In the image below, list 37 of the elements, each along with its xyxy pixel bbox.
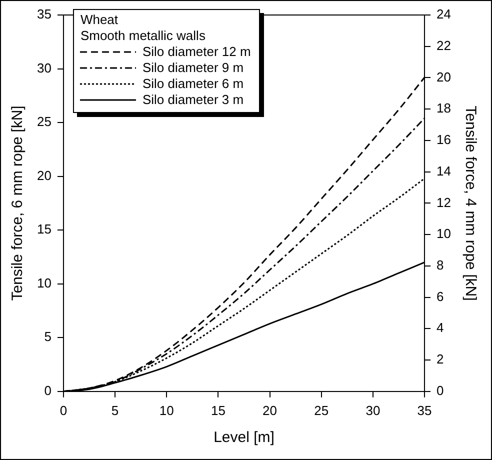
y2-tick-label: 16 [436,132,452,148]
y-tick-label: 10 [36,275,52,290]
y2-tick-label: 20 [436,69,452,84]
y2-tick-label: 8 [436,258,444,273]
legend-label: Silo diameter 3 m [142,92,244,108]
y-tick-label: 0 [44,382,52,398]
x-tick-label: 35 [417,402,432,418]
y-tick-label: 20 [36,168,52,183]
y2-tick-label: 24 [436,6,452,22]
legend-title: Wheat Smooth metallic walls [80,12,206,44]
legend-label: Silo diameter 9 m [142,60,244,76]
y2-tick-label: 0 [436,382,444,398]
legend-label: Silo diameter 6 m [142,76,244,92]
x-tick-label: 25 [314,402,329,418]
y2-tick-label: 10 [436,226,452,242]
y2-tick-label: 4 [436,320,444,336]
x-tick-label: 0 [60,402,68,418]
legend-label: Silo diameter 12 m [142,44,251,60]
y-tick-label: 15 [36,222,52,237]
x-tick-label: 20 [262,402,278,418]
y2-tick-label: 6 [436,288,444,304]
y-tick-label: 5 [44,329,52,344]
y2-tick-label: 12 [436,194,452,210]
x-tick-label: 10 [159,402,174,418]
y2-axis-title: Tensile force, 4 mm rope [kN] [462,106,479,301]
y2-tick-label: 22 [436,38,452,53]
y2-tick-label: 2 [436,352,444,367]
x-tick-label: 30 [366,402,380,418]
y-axis-title: Tensile force, 6 mm rope [kN] [9,106,26,301]
x-axis-title: Level [m] [214,429,274,446]
x-tick-label: 15 [210,402,226,418]
y-tick-label: 30 [36,60,52,76]
y-tick-label: 35 [36,6,52,22]
x-tick-label: 5 [111,402,119,418]
y2-tick-label: 14 [436,163,452,178]
y2-tick-label: 18 [436,100,452,116]
y-tick-label: 25 [36,114,52,130]
